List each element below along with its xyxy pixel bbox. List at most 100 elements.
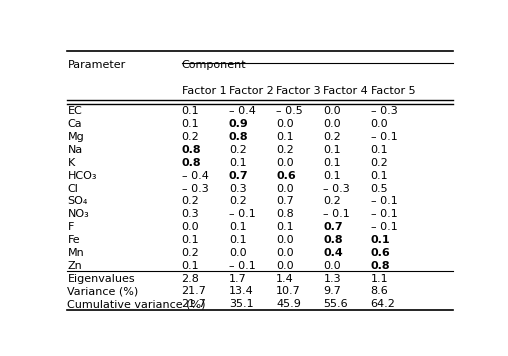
Text: 0.2: 0.2: [276, 145, 294, 155]
Text: Mn: Mn: [68, 248, 84, 258]
Text: 0.5: 0.5: [371, 184, 388, 194]
Text: Factor 4: Factor 4: [323, 86, 368, 96]
Text: 0.0: 0.0: [229, 248, 246, 258]
Text: – 0.1: – 0.1: [323, 209, 350, 219]
Text: – 0.3: – 0.3: [323, 184, 350, 194]
Text: – 0.1: – 0.1: [229, 209, 256, 219]
Text: Cumulative variance (%): Cumulative variance (%): [68, 299, 206, 309]
Text: 0.1: 0.1: [182, 106, 199, 116]
Text: 0.7: 0.7: [276, 197, 294, 206]
Text: Fe: Fe: [68, 235, 80, 245]
Text: 0.1: 0.1: [229, 235, 246, 245]
Text: 0.1: 0.1: [371, 171, 388, 181]
Text: 0.2: 0.2: [229, 197, 246, 206]
Text: 0.1: 0.1: [323, 171, 341, 181]
Text: 0.3: 0.3: [229, 184, 246, 194]
Text: – 0.3: – 0.3: [182, 184, 208, 194]
Text: Factor 5: Factor 5: [371, 86, 415, 96]
Text: 0.4: 0.4: [323, 248, 343, 258]
Text: 0.8: 0.8: [182, 145, 201, 155]
Text: 1.1: 1.1: [371, 273, 388, 283]
Text: 0.0: 0.0: [276, 158, 294, 168]
Text: 0.1: 0.1: [182, 261, 199, 271]
Text: HCO₃: HCO₃: [68, 171, 97, 181]
Text: 2.8: 2.8: [182, 273, 200, 283]
Text: – 0.1: – 0.1: [229, 261, 256, 271]
Text: 0.0: 0.0: [371, 119, 388, 129]
Text: NO₃: NO₃: [68, 209, 89, 219]
Text: Factor 1: Factor 1: [182, 86, 226, 96]
Text: 0.1: 0.1: [229, 222, 246, 232]
Text: – 0.1: – 0.1: [371, 132, 397, 142]
Text: 0.2: 0.2: [182, 197, 199, 206]
Text: – 0.4: – 0.4: [182, 171, 208, 181]
Text: – 0.4: – 0.4: [229, 106, 256, 116]
Text: 35.1: 35.1: [229, 299, 253, 309]
Text: 0.0: 0.0: [276, 261, 294, 271]
Text: F: F: [68, 222, 74, 232]
Text: Zn: Zn: [68, 261, 82, 271]
Text: 0.0: 0.0: [276, 119, 294, 129]
Text: Component: Component: [182, 60, 246, 70]
Text: 21.7: 21.7: [182, 286, 206, 296]
Text: 0.2: 0.2: [371, 158, 388, 168]
Text: – 0.1: – 0.1: [371, 209, 397, 219]
Text: Factor 2: Factor 2: [229, 86, 274, 96]
Text: 0.1: 0.1: [229, 158, 246, 168]
Text: Eigenvalues: Eigenvalues: [68, 273, 135, 283]
Text: Mg: Mg: [68, 132, 84, 142]
Text: 0.2: 0.2: [182, 248, 199, 258]
Text: 0.2: 0.2: [323, 132, 341, 142]
Text: 64.2: 64.2: [371, 299, 395, 309]
Text: 0.0: 0.0: [323, 106, 341, 116]
Text: Cl: Cl: [68, 184, 78, 194]
Text: 0.2: 0.2: [229, 145, 246, 155]
Text: 9.7: 9.7: [323, 286, 341, 296]
Text: 10.7: 10.7: [276, 286, 301, 296]
Text: 0.6: 0.6: [276, 171, 296, 181]
Text: Factor 3: Factor 3: [276, 86, 321, 96]
Text: 0.2: 0.2: [182, 132, 199, 142]
Text: 1.3: 1.3: [323, 273, 341, 283]
Text: 0.0: 0.0: [182, 222, 199, 232]
Text: Parameter: Parameter: [68, 60, 125, 70]
Text: 0.9: 0.9: [229, 119, 248, 129]
Text: 0.1: 0.1: [323, 158, 341, 168]
Text: 1.4: 1.4: [276, 273, 294, 283]
Text: 13.4: 13.4: [229, 286, 253, 296]
Text: 0.8: 0.8: [182, 158, 201, 168]
Text: 0.0: 0.0: [323, 261, 341, 271]
Text: K: K: [68, 158, 75, 168]
Text: – 0.1: – 0.1: [371, 197, 397, 206]
Text: 0.2: 0.2: [323, 197, 341, 206]
Text: 0.8: 0.8: [323, 235, 343, 245]
Text: – 0.1: – 0.1: [371, 222, 397, 232]
Text: 21.7: 21.7: [182, 299, 206, 309]
Text: – 0.3: – 0.3: [371, 106, 397, 116]
Text: 0.7: 0.7: [323, 222, 343, 232]
Text: Ca: Ca: [68, 119, 82, 129]
Text: 0.0: 0.0: [276, 184, 294, 194]
Text: 0.1: 0.1: [182, 119, 199, 129]
Text: 45.9: 45.9: [276, 299, 301, 309]
Text: 0.1: 0.1: [276, 132, 294, 142]
Text: 0.6: 0.6: [371, 248, 390, 258]
Text: Variance (%): Variance (%): [68, 286, 139, 296]
Text: Na: Na: [68, 145, 83, 155]
Text: 0.3: 0.3: [182, 209, 199, 219]
Text: SO₄: SO₄: [68, 197, 88, 206]
Text: 0.0: 0.0: [276, 235, 294, 245]
Text: 0.7: 0.7: [229, 171, 248, 181]
Text: 0.0: 0.0: [323, 119, 341, 129]
Text: 0.0: 0.0: [276, 248, 294, 258]
Text: 0.1: 0.1: [276, 222, 294, 232]
Text: 0.1: 0.1: [323, 145, 341, 155]
Text: 0.1: 0.1: [182, 235, 199, 245]
Text: 55.6: 55.6: [323, 299, 348, 309]
Text: – 0.5: – 0.5: [276, 106, 303, 116]
Text: 0.8: 0.8: [371, 261, 390, 271]
Text: 1.7: 1.7: [229, 273, 246, 283]
Text: 0.1: 0.1: [371, 235, 390, 245]
Text: 0.8: 0.8: [229, 132, 248, 142]
Text: 0.8: 0.8: [276, 209, 294, 219]
